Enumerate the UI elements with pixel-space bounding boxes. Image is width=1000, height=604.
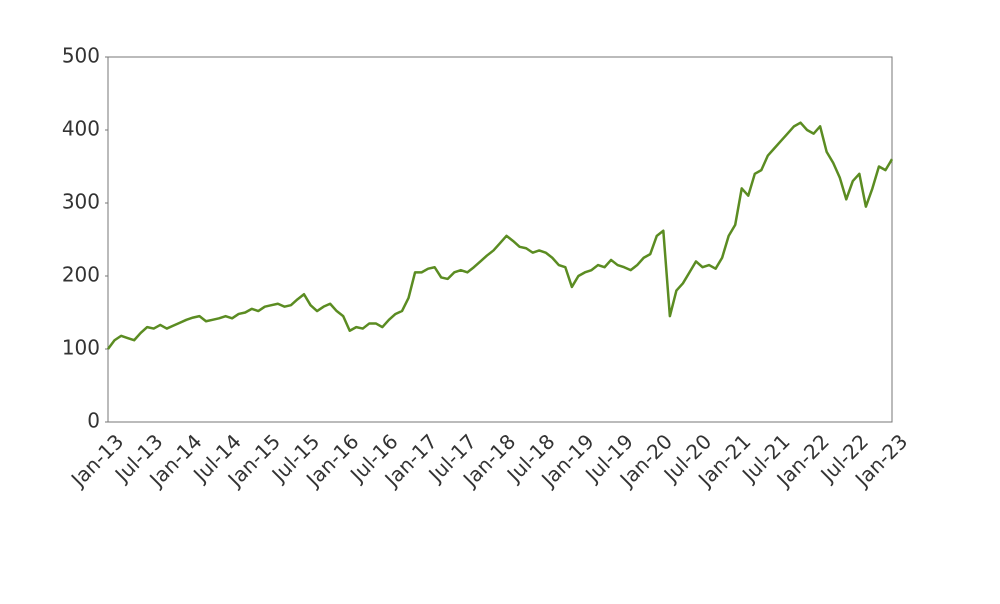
y-tick-label: 0 [87, 409, 100, 433]
y-tick-label: 200 [62, 263, 100, 287]
y-tick-label: 500 [62, 44, 100, 68]
plot-frame [107, 56, 893, 423]
y-tick-label: 400 [62, 117, 100, 141]
line [106, 121, 894, 350]
y-tick-label: 300 [62, 190, 100, 214]
y-tick-label: 100 [62, 336, 100, 360]
